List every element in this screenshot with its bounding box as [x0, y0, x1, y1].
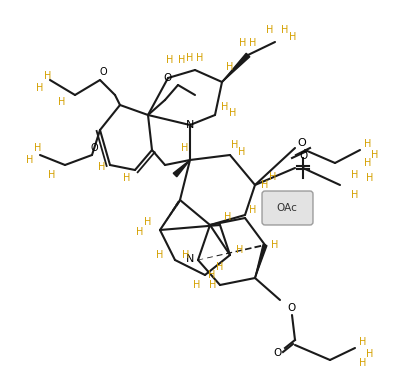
Text: H: H [249, 38, 257, 48]
Text: H: H [36, 83, 44, 93]
Text: H: H [281, 25, 289, 35]
Text: H: H [186, 53, 194, 63]
Text: H: H [249, 205, 257, 215]
Text: O: O [299, 151, 307, 161]
Text: H: H [156, 250, 164, 260]
Text: H: H [359, 337, 367, 347]
Text: H: H [216, 262, 224, 272]
Text: H: H [269, 172, 277, 182]
Text: OAc: OAc [276, 203, 297, 213]
Text: H: H [289, 32, 297, 42]
Text: H: H [181, 143, 188, 153]
Text: H: H [166, 55, 174, 65]
Text: H: H [239, 38, 247, 48]
Text: H: H [359, 358, 367, 368]
Text: H: H [271, 240, 279, 250]
Text: H: H [229, 108, 237, 118]
Text: H: H [226, 62, 234, 72]
Text: H: H [208, 270, 216, 280]
Text: O: O [288, 303, 296, 313]
Text: H: H [351, 170, 359, 180]
Text: H: H [366, 349, 374, 359]
FancyBboxPatch shape [262, 191, 313, 225]
Text: H: H [209, 280, 217, 290]
Text: H: H [48, 170, 56, 180]
Text: H: H [351, 190, 359, 200]
Text: H: H [26, 155, 34, 165]
Text: H: H [221, 102, 228, 112]
Text: H: H [364, 139, 372, 149]
Text: H: H [261, 180, 269, 190]
Text: H: H [371, 150, 379, 160]
Text: H: H [44, 71, 52, 81]
Text: H: H [136, 227, 144, 237]
Polygon shape [255, 245, 267, 278]
Text: H: H [182, 250, 190, 260]
Text: H: H [34, 143, 42, 153]
Text: H: H [196, 53, 204, 63]
Text: H: H [224, 212, 232, 222]
Text: O: O [99, 67, 107, 77]
Text: N: N [186, 254, 194, 264]
Text: H: H [364, 158, 372, 168]
Text: H: H [238, 147, 246, 157]
Text: O: O [163, 73, 171, 83]
Text: H: H [236, 245, 244, 255]
Text: H: H [123, 173, 131, 183]
Text: H: H [231, 140, 239, 150]
Text: O: O [90, 143, 98, 153]
Text: H: H [366, 173, 374, 183]
Text: H: H [98, 162, 106, 172]
Polygon shape [173, 160, 190, 177]
Polygon shape [222, 53, 250, 82]
Text: H: H [144, 217, 152, 227]
Text: N: N [186, 120, 194, 130]
Text: H: H [178, 55, 186, 65]
Text: H: H [267, 25, 274, 35]
Text: O: O [274, 348, 282, 358]
Text: O: O [298, 138, 307, 148]
Text: H: H [58, 97, 66, 107]
Text: H: H [193, 280, 201, 290]
